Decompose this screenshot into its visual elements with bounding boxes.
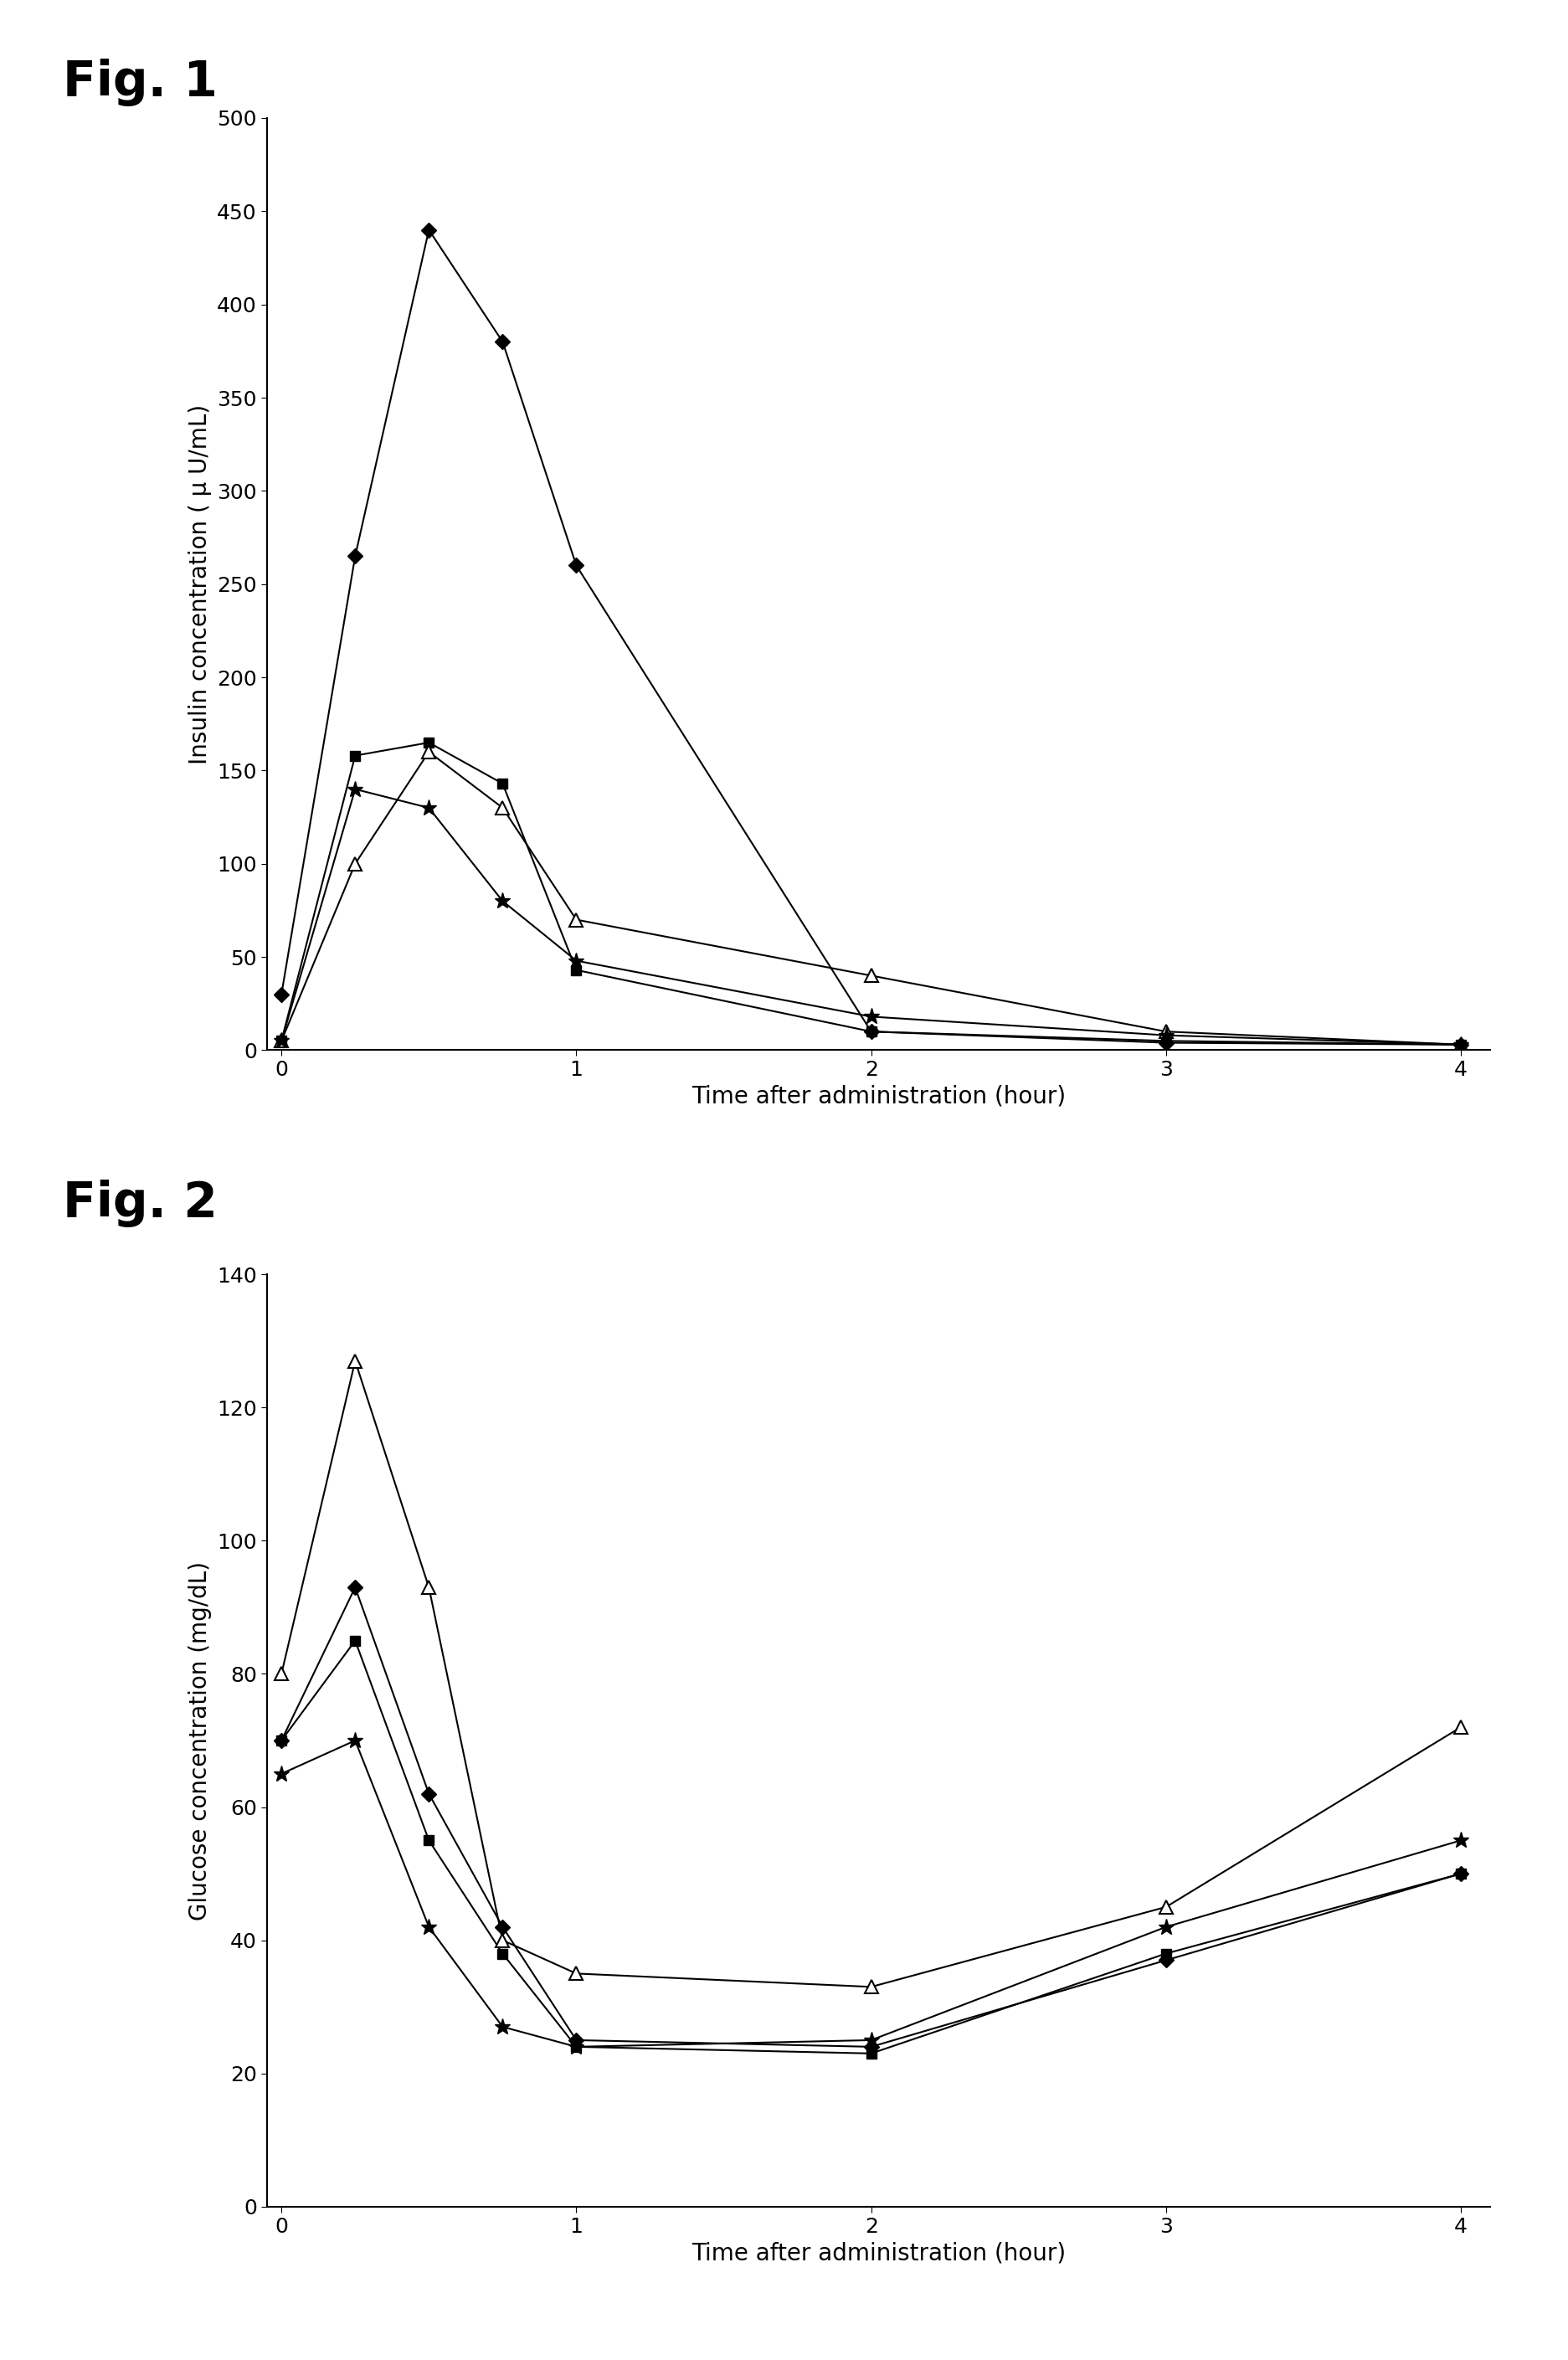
Text: Fig. 2: Fig. 2 (63, 1180, 218, 1227)
Y-axis label: Insulin concentration ( μ U/mL): Insulin concentration ( μ U/mL) (188, 404, 212, 765)
X-axis label: Time after administration (hour): Time after administration (hour) (691, 2242, 1065, 2266)
X-axis label: Time after administration (hour): Time after administration (hour) (691, 1086, 1065, 1109)
Text: Fig. 1: Fig. 1 (63, 59, 218, 106)
Y-axis label: Glucose concentration (mg/dL): Glucose concentration (mg/dL) (188, 1560, 212, 1921)
